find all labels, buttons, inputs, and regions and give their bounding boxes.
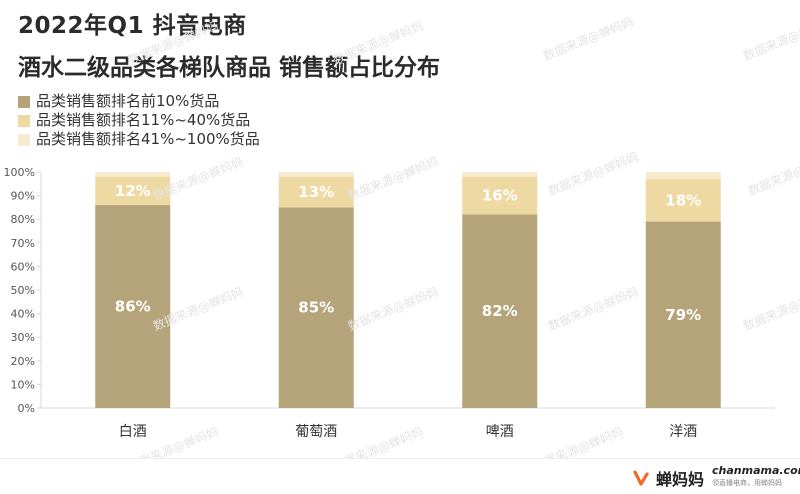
y-tick-label: 30% (11, 331, 35, 344)
brand-name: 蝉妈妈 (656, 470, 705, 489)
bar-segment (462, 176, 538, 215)
y-tick-label: 20% (11, 355, 35, 368)
chart-title-line1: 2022年Q1 抖音电商 (18, 13, 247, 39)
watermark: 数据来源@蝉妈妈 (541, 14, 636, 64)
bar-segment (95, 205, 171, 408)
chart-legend: 品类销售额排名前10%货品 品类销售额排名11%~40%货品 品类销售额排名41… (18, 92, 260, 149)
watermark: 数据来源@蝉妈妈 (741, 14, 800, 64)
brand-site: chanmama.com 领直播电商，用蝉妈妈 (712, 464, 800, 488)
y-tick-label: 10% (11, 378, 35, 391)
bar-segment (645, 221, 721, 408)
x-category-label: 白酒 (119, 424, 147, 440)
x-category-label: 洋酒 (669, 424, 697, 440)
data-label: 16% (482, 187, 518, 205)
y-tick-label: 0% (18, 402, 35, 415)
y-tick-label: 90% (11, 190, 35, 203)
legend-item-41-100: 品类销售额排名41%~100%货品 (18, 130, 260, 149)
legend-swatch-41-100 (18, 133, 30, 146)
cicada-logo-icon (633, 470, 649, 486)
bar-segment (278, 207, 354, 408)
legend-swatch-top10 (18, 95, 30, 108)
y-tick-label: 70% (11, 237, 35, 250)
legend-swatch-11-40 (18, 114, 30, 127)
brand-url: chanmama.com (712, 464, 800, 477)
data-label: 82% (482, 302, 518, 320)
y-tick-label: 50% (11, 284, 35, 297)
bar-segment (645, 172, 721, 180)
bar-segment (462, 172, 538, 177)
x-category-label: 啤酒 (486, 424, 514, 440)
legend-item-11-40: 品类销售额排名11%~40%货品 (18, 111, 260, 130)
bar-segment (278, 172, 354, 177)
legend-label-41-100: 品类销售额排名41%~100%货品 (36, 130, 260, 148)
legend-item-top10: 品类销售额排名前10%货品 (18, 92, 260, 111)
chart-title-line2: 酒水二级品类各梯队商品 销售额占比分布 (18, 55, 441, 81)
bar-segment (645, 179, 721, 222)
legend-label-top10: 品类销售额排名前10%货品 (36, 92, 220, 110)
bar-segment (95, 172, 171, 177)
y-tick-label: 60% (11, 260, 35, 273)
bar-segment (95, 176, 171, 206)
stacked-bar-chart: 0% 10% 20% 30% 40% 50% 60% 70% 80% 90% 100% 86% 12% 白… (4, 166, 775, 440)
brand-logo: 蝉妈妈 (632, 466, 704, 490)
y-tick-label: 40% (11, 308, 35, 321)
data-label: 85% (298, 299, 334, 317)
data-label: 13% (298, 183, 334, 201)
data-label: 18% (665, 191, 701, 209)
y-tick-label: 80% (11, 213, 35, 226)
data-label: 79% (665, 306, 701, 324)
data-label: 12% (115, 182, 151, 200)
x-category-label: 葡萄酒 (295, 424, 337, 440)
bar-segment (462, 214, 538, 408)
footer-bar (0, 458, 800, 494)
brand-slogan: 领直播电商，用蝉妈妈 (712, 479, 782, 487)
data-label: 86% (115, 298, 151, 316)
y-tick-label: 100% (4, 166, 35, 179)
legend-label-11-40: 品类销售额排名11%~40%货品 (36, 111, 251, 129)
bar-segment (278, 176, 354, 208)
